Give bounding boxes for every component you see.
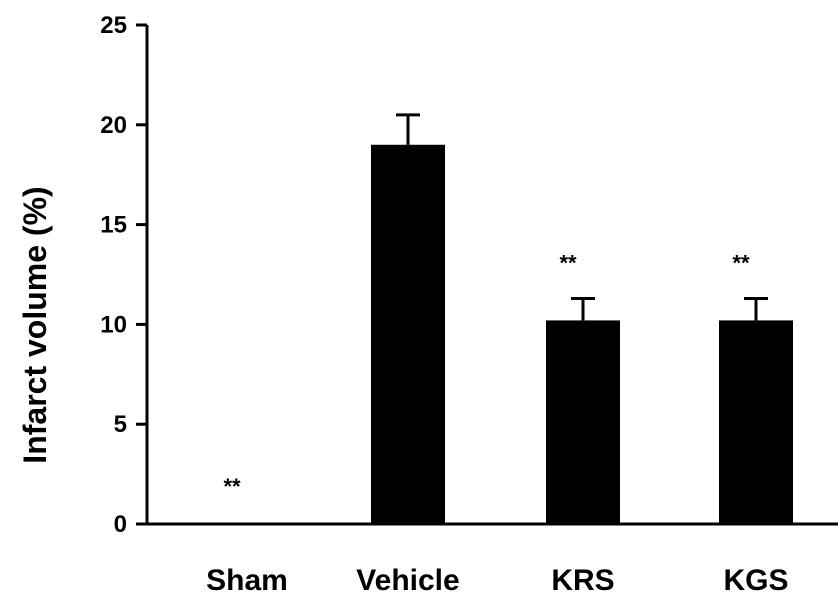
x-axis-category-labels: Sham Vehicle KRS KGS (206, 564, 788, 597)
category-label-krs: KRS (551, 564, 614, 597)
significance-krs: ** (559, 250, 577, 275)
significance-annotations: ** ** ** (223, 250, 750, 499)
error-bars (396, 113, 768, 321)
bar-vehicle (371, 144, 445, 524)
y-axis-title: Infarct volume (%) (17, 186, 53, 463)
y-axis-ticks: 0 5 10 15 20 25 (100, 12, 147, 538)
category-label-sham: Sham (206, 564, 288, 597)
category-label-vehicle: Vehicle (356, 564, 459, 597)
bar-kgs (719, 320, 793, 524)
bars (371, 144, 793, 524)
significance-sham: ** (223, 474, 241, 499)
significance-kgs: ** (732, 250, 750, 275)
y-tick-label-1: 5 (114, 411, 127, 438)
y-tick-label-5: 25 (100, 12, 127, 39)
bar-krs (546, 320, 620, 524)
category-label-kgs: KGS (723, 564, 788, 597)
y-tick-label-3: 15 (100, 212, 127, 239)
y-tick-label-0: 0 (114, 511, 127, 538)
y-tick-label-4: 20 (100, 112, 127, 139)
y-tick-label-2: 10 (100, 311, 127, 338)
